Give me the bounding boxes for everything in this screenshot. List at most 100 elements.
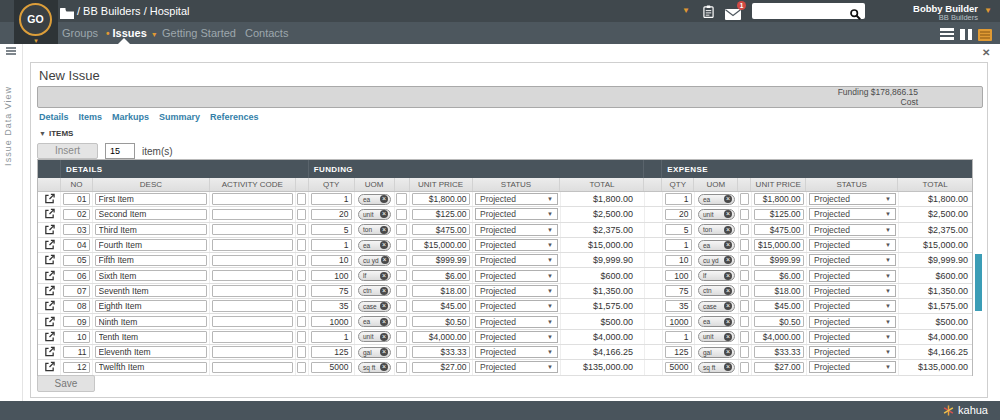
no-input[interactable] [63,362,90,374]
remove-uom-icon[interactable]: × [380,333,388,341]
funding-unit-price-input[interactable] [412,316,470,328]
tab-references[interactable]: References [210,112,259,122]
funding-qty-input[interactable] [311,270,352,282]
expense-status-select[interactable]: Projected▼ [809,270,896,282]
funding-uom-extra-input[interactable] [396,362,407,374]
expense-uom-pill[interactable]: sq ft× [698,362,735,373]
funding-unit-price-input[interactable] [412,270,470,282]
activity-code-input[interactable] [212,362,293,374]
expense-qty-input[interactable] [665,331,692,343]
funding-uom-extra-input[interactable] [396,285,407,297]
menu-icon[interactable] [940,28,954,42]
open-item-icon[interactable] [44,330,55,344]
close-icon[interactable]: ✕ [982,47,990,58]
nav-item-getting-started[interactable]: Getting Started [162,27,236,39]
orange-list-icon[interactable] [978,29,992,41]
expense-qty-input[interactable] [665,239,692,251]
expense-unit-price-input[interactable] [754,193,804,205]
funding-uom-pill[interactable]: case× [358,301,391,312]
open-item-icon[interactable] [44,345,55,359]
expense-uom-extra-input[interactable] [740,300,749,312]
activity-code-input[interactable] [212,255,293,267]
open-item-icon[interactable] [44,268,55,282]
remove-uom-icon[interactable]: × [380,287,388,295]
remove-uom-icon[interactable]: × [724,210,732,218]
funding-qty-input[interactable] [311,331,352,343]
expense-qty-input[interactable] [665,224,692,236]
funding-uom-extra-input[interactable] [396,331,407,343]
funding-uom-pill[interactable]: lf× [358,270,391,281]
expense-uom-extra-input[interactable] [740,224,749,236]
activity-code-input[interactable] [212,239,293,251]
funding-unit-price-input[interactable] [412,193,470,205]
funding-qty-input[interactable] [311,193,352,205]
funding-status-select[interactable]: Projected▼ [475,193,558,205]
funding-uom-extra-input[interactable] [396,300,407,312]
no-input[interactable] [63,209,90,221]
remove-uom-icon[interactable]: × [724,195,732,203]
expense-uom-pill[interactable]: gal× [698,347,735,358]
desc-input[interactable] [95,224,207,236]
funding-qty-input[interactable] [311,316,352,328]
funding-uom-pill[interactable]: ctn× [358,285,391,296]
expense-uom-pill[interactable]: ea× [698,240,735,251]
expense-status-select[interactable]: Projected▼ [809,300,896,312]
activity-code-extra-input[interactable] [297,239,306,251]
no-input[interactable] [63,270,90,282]
open-item-icon[interactable] [44,207,55,221]
expense-unit-price-input[interactable] [754,331,804,343]
activity-code-extra-input[interactable] [297,285,306,297]
remove-uom-icon[interactable]: × [724,363,732,371]
funding-uom-extra-input[interactable] [396,193,407,205]
activity-code-extra-input[interactable] [297,362,306,374]
activity-code-extra-input[interactable] [297,209,306,221]
expense-qty-input[interactable] [665,346,692,358]
expense-uom-extra-input[interactable] [740,331,749,343]
open-item-icon[interactable] [44,238,55,252]
funding-qty-input[interactable] [311,209,352,221]
expense-unit-price-input[interactable] [754,270,804,282]
remove-uom-icon[interactable]: × [724,348,732,356]
funding-uom-extra-input[interactable] [396,224,407,236]
expense-qty-input[interactable] [665,270,692,282]
desc-input[interactable] [95,193,207,205]
no-input[interactable] [63,300,90,312]
expense-qty-input[interactable] [665,255,692,267]
funding-status-select[interactable]: Projected▼ [475,239,558,251]
desc-input[interactable] [95,346,207,358]
open-item-icon[interactable] [44,284,55,298]
funding-uom-extra-input[interactable] [396,316,407,328]
remove-uom-icon[interactable]: × [380,272,388,280]
funding-unit-price-input[interactable] [412,239,470,251]
activity-code-extra-input[interactable] [297,346,306,358]
nav-item-groups[interactable]: Groups [62,27,98,39]
funding-status-select[interactable]: Projected▼ [475,285,558,297]
desc-input[interactable] [95,285,207,297]
no-input[interactable] [63,255,90,267]
tab-summary[interactable]: Summary [159,112,200,122]
activity-code-extra-input[interactable] [297,255,306,267]
expense-unit-price-input[interactable] [754,239,804,251]
funding-uom-pill[interactable]: gal× [358,347,391,358]
activity-code-extra-input[interactable] [297,193,306,205]
expense-unit-price-input[interactable] [754,362,804,374]
remove-uom-icon[interactable]: × [724,333,732,341]
funding-unit-price-input[interactable] [412,346,470,358]
expense-uom-extra-input[interactable] [740,346,749,358]
funding-status-select[interactable]: Projected▼ [475,208,558,220]
remove-uom-icon[interactable]: × [380,363,388,371]
funding-unit-price-input[interactable] [412,362,470,374]
funding-unit-price-input[interactable] [412,331,470,343]
expense-uom-extra-input[interactable] [740,193,749,205]
activity-code-extra-input[interactable] [297,224,306,236]
expense-status-select[interactable]: Projected▼ [809,285,896,297]
expense-status-select[interactable]: Projected▼ [809,239,896,251]
activity-code-extra-input[interactable] [297,331,306,343]
activity-code-input[interactable] [212,224,293,236]
funding-uom-pill[interactable]: ea× [358,316,391,327]
remove-uom-icon[interactable]: × [380,318,388,326]
expense-status-select[interactable]: Projected▼ [809,208,896,220]
funding-unit-price-input[interactable] [412,285,470,297]
app-logo[interactable]: GO ▼ [14,0,58,44]
remove-uom-icon[interactable]: × [724,318,732,326]
